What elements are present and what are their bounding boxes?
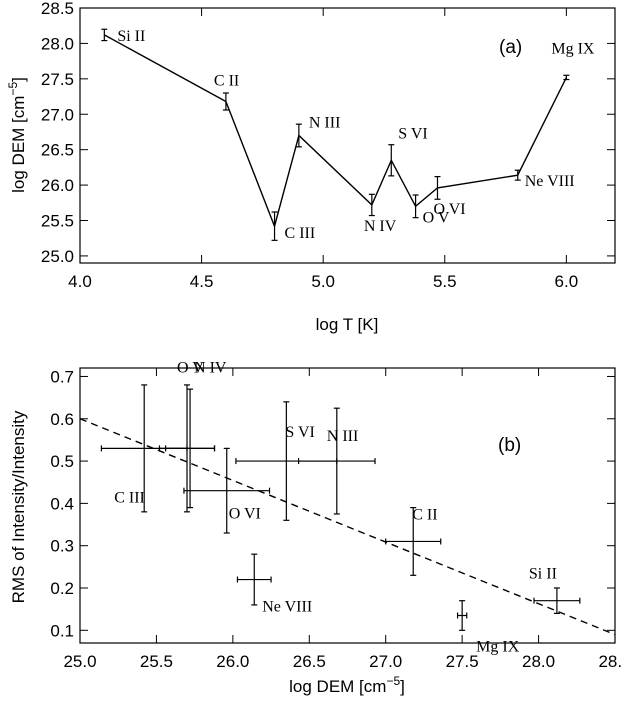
ion-label-o-v: O V: [177, 359, 204, 376]
panel-b-x-axis-title-bracket: ]: [400, 677, 405, 696]
ion-label-n-iii: N III: [327, 428, 359, 445]
panel-b-x-tick-label: 28.0: [522, 652, 555, 671]
panel-b-axes: 25.0 25.5 26.0 26.5 27.0 27.5 28.0 28.5 0.1 0.2 0.…: [50, 367, 622, 671]
ion-label-si-ii: Si II: [117, 28, 145, 45]
panel-b-x-tick-label: 26.5: [293, 652, 326, 671]
panel-a-y-tick-label: 27.5: [41, 70, 74, 89]
panel-b-x-axis-title: log DEM [cm−5]: [289, 674, 405, 696]
panel-a-dem-curve: [103, 34, 568, 229]
panel-b-x-tick-label: 26.0: [216, 652, 249, 671]
error-bar-ne-viii: [514, 169, 521, 181]
panel-a-x-tick-label: 4.5: [190, 272, 214, 291]
ion-label-n-iii: N III: [309, 115, 341, 132]
panel-a-frame: [79, 7, 616, 264]
panel-a-y-axis-title-exponent: −5: [6, 82, 20, 96]
panel-a-y-axis-title-bracket: ]: [9, 77, 28, 82]
panel-a-y-tick-label: 27.0: [41, 105, 74, 124]
error-bar-si-ii: [101, 28, 108, 42]
ion-label-c-iii: C III: [114, 489, 145, 506]
data-point-si-ii: [533, 587, 581, 614]
panel-a-x-tick-label: 5.5: [433, 272, 457, 291]
panel-b-x-axis-title-exponent: −5: [386, 674, 400, 688]
ion-label-o-vi: O VI: [229, 506, 261, 523]
error-bar-o-vi: [434, 175, 441, 200]
ion-label-c-ii: C II: [214, 73, 239, 90]
error-bar-mg-ix: [563, 74, 570, 81]
error-bar-o-v: [412, 194, 419, 219]
error-bar-n-iv: [368, 193, 375, 217]
panel-b-x-tick-label: 25.5: [140, 652, 173, 671]
data-point-mg-ix: [456, 600, 468, 631]
ion-label-s-vi: S VI: [285, 424, 315, 441]
data-point-c-ii: [385, 507, 442, 576]
panel-b-y-axis-title: RMS of Intensity/Intensity: [9, 410, 28, 603]
ion-label-c-ii: C II: [412, 506, 437, 523]
panel-a-y-axis-title: log DEM [cm−5]: [6, 77, 28, 193]
panel-b-frame: [79, 367, 616, 644]
panel-b-y-tick-label: 0.3: [50, 537, 74, 556]
error-bar-s-vi: [388, 144, 395, 177]
panel-b-x-tick-label: 27.5: [446, 652, 479, 671]
panel-b-x-tick-label: 25.0: [63, 652, 96, 671]
ion-label-ne-viii: Ne VIII: [262, 599, 312, 616]
panel-b-x-tick-label: 27.0: [369, 652, 402, 671]
ion-label-n-iv: N IV: [194, 359, 227, 376]
ion-label-o-vi: O VI: [433, 201, 465, 218]
panel-b-y-tick-label: 0.4: [50, 494, 74, 513]
panel-a-y-tick-label: 25.5: [41, 212, 74, 231]
panel-b-ion-labels: C III O VN IV O VI S VI N III Ne VIII C II Mg I…: [114, 359, 557, 655]
panel-a-y-tick-label: 26.5: [41, 141, 74, 160]
error-bar-c-iii: [271, 211, 278, 241]
panel-a-x-axis-title: log T [K]: [316, 315, 379, 334]
panel-a-x-tick-label: 4.0: [68, 272, 92, 291]
panel-a-x-tick-label: 6.0: [555, 272, 579, 291]
error-bar-c-ii: [222, 92, 229, 111]
error-bar-n-iii: [295, 123, 302, 148]
panel-a-y-tick-label: 28.5: [41, 0, 74, 18]
panel-a-y-tick-label: 28.0: [41, 34, 74, 53]
panel-b-fit-line: [79, 418, 616, 636]
panel-b: 25.0 25.5 26.0 26.5 27.0 27.5 28.0 28.5 0.1 0.2 0.…: [9, 359, 622, 696]
ion-label-s-vi: S VI: [398, 125, 428, 142]
panel-b-y-tick-label: 0.7: [50, 367, 74, 386]
data-point-o-vi: [183, 447, 271, 534]
ion-label-mg-ix: Mg IX: [476, 639, 520, 656]
data-point-n-iv: [165, 388, 216, 509]
ion-label-c-iii: C III: [285, 225, 316, 242]
panel-a-y-axis-title-main: log DEM [cm: [9, 96, 28, 193]
panel-a-ion-labels: Si II C II C III N III N IV S VI O VO VI Ne VII…: [117, 28, 595, 242]
ion-label-o-v: O V: [423, 209, 450, 226]
panel-b-y-tick-label: 0.1: [50, 621, 74, 640]
panel-a-axes: 4.0 4.5 5.0 5.5 6.0 25.0 25.5 26.0 26.5 27.0 27.5 2…: [41, 0, 615, 291]
panel-a-y-tick-label: 25.0: [41, 247, 74, 266]
ion-label-ne-viii: Ne VIII: [525, 173, 575, 190]
ion-label-mg-ix: Mg IX: [551, 40, 595, 57]
ion-label-n-iv: N IV: [364, 218, 397, 235]
panel-a-tag: (a): [499, 37, 522, 58]
panel-a-x-tick-label: 5.0: [311, 272, 335, 291]
panel-b-tag: (b): [498, 435, 521, 456]
panel-a-y-tick-label: 26.0: [41, 176, 74, 195]
panel-b-x-tick-label: 28.5: [598, 652, 622, 671]
panel-b-y-tick-label: 0.2: [50, 579, 74, 598]
data-point-n-iii: [297, 407, 376, 515]
panel-b-y-tick-label: 0.5: [50, 452, 74, 471]
data-point-ne-viii: [236, 553, 272, 606]
panel-a: 4.0 4.5 5.0 5.5 6.0 25.0 25.5 26.0 26.5 27.0 27.5 2…: [6, 0, 616, 334]
panel-b-y-tick-label: 0.6: [50, 410, 74, 429]
ion-label-si-ii: Si II: [529, 566, 557, 583]
panel-a-error-bars: [101, 28, 570, 241]
panel-b-error-bars: [100, 384, 581, 631]
panel-b-x-axis-title-main: log DEM [cm: [289, 677, 386, 696]
